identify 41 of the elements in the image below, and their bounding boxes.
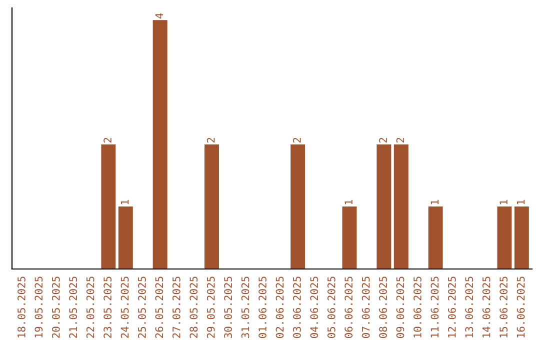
x-tick-label: 05.06.2025	[327, 276, 336, 338]
x-tick-label: 06.06.2025	[344, 276, 353, 338]
x-tick-label: 15.06.2025	[500, 276, 508, 338]
x-tick-label: 20.05.2025	[52, 276, 60, 338]
x-tick-label: 09.06.2025	[396, 276, 404, 338]
x-tick-label: 19.05.2025	[34, 276, 43, 338]
x-tick-label: 18.05.2025	[18, 276, 26, 338]
data-label: 1	[516, 200, 525, 204]
data-label: 2	[104, 138, 112, 143]
data-label: 1	[500, 200, 508, 204]
x-tick-label: 23.05.2025	[104, 276, 112, 338]
data-label: 2	[396, 138, 404, 143]
x-tick-label: 01.06.2025	[258, 276, 266, 338]
x-tick-label: 21.05.2025	[69, 276, 78, 338]
data-label: 1	[344, 200, 352, 204]
x-tick-label: 26.05.2025	[155, 276, 164, 338]
data-label: 2	[206, 138, 215, 143]
x-tick-label: 28.05.2025	[190, 276, 198, 338]
data-label: 4	[155, 13, 163, 19]
x-tick-label: 02.06.2025	[276, 276, 284, 338]
x-tick-label: 04.06.2025	[310, 276, 318, 338]
x-tick-label: 24.05.2025	[120, 276, 129, 338]
x-tick-label: 10.06.2025	[414, 276, 422, 338]
x-tick-label: 16.06.2025	[516, 276, 525, 338]
data-label: 1	[120, 200, 129, 204]
data-label: 1	[430, 200, 438, 204]
x-tick-label: 30.05.2025	[224, 276, 232, 338]
x-tick-label: 31.05.2025	[241, 276, 250, 338]
x-tick-label: 22.05.2025	[86, 276, 94, 338]
data-label: 2	[293, 138, 301, 143]
x-tick-label: 13.06.2025	[465, 276, 474, 338]
x-tick-label: 07.06.2025	[362, 276, 370, 338]
x-tick-label: 27.05.2025	[172, 276, 180, 338]
x-tick-label: 14.06.2025	[482, 276, 490, 338]
x-tick-label: 25.05.2025	[138, 276, 146, 338]
x-tick-label: 08.06.2025	[379, 276, 387, 338]
data-label: 2	[379, 138, 387, 143]
x-tick-label: 12.06.2025	[448, 276, 456, 338]
x-tick-label: 11.06.2025	[430, 276, 439, 338]
x-tick-label: 03.06.2025	[293, 276, 301, 338]
x-tick-label: 29.05.2025	[206, 276, 215, 338]
